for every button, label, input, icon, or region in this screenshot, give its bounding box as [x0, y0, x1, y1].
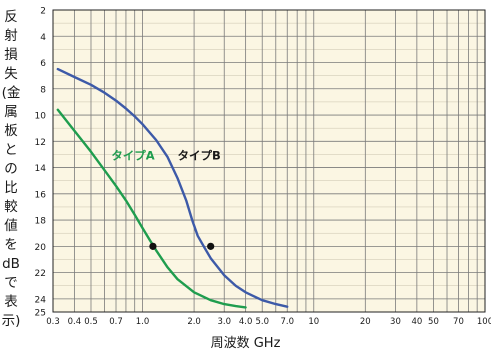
y-tick-label: 18 [35, 217, 47, 227]
y-tick-label: 22 [35, 269, 46, 279]
x-tick-label: 40 [411, 317, 422, 327]
x-tick-label: 30 [390, 317, 401, 327]
x-tick-label: 0.7 [109, 317, 123, 327]
x-tick-label: 2.0 [187, 317, 201, 327]
x-tick-label: 50 [428, 317, 439, 327]
grid-lines [52, 9, 486, 313]
y-tick-label: 16 [35, 190, 47, 200]
y-tick-label: 20 [35, 243, 47, 253]
x-tick-label: 7.0 [280, 317, 294, 327]
x-tick-label: 70 [453, 317, 464, 327]
series-labels: タイプA タイプB [111, 149, 220, 163]
data-point-marker [149, 242, 157, 250]
x-tick-label: 3.0 [217, 317, 231, 327]
y-tick-label: 10 [35, 112, 47, 122]
x-tick-label: 10 [308, 317, 319, 327]
x-tick-label: 4.0 [239, 317, 253, 327]
plot-border [52, 9, 486, 313]
x-tick-label: 0.4 [68, 317, 82, 327]
y-tick-label: 2 [40, 7, 46, 17]
data-markers [149, 242, 215, 250]
x-tick-label: 5.0 [255, 317, 269, 327]
x-tick-label: 20 [360, 317, 371, 327]
series-line [56, 108, 247, 309]
series-lines [56, 67, 289, 309]
x-tick-labels: 0.3 0.4 0.5 0.7 1.0 2.0 3.0 4.0 5.0 7.0 10 20 30 40 50… [46, 317, 491, 327]
series-label: タイプB [177, 149, 220, 163]
y-tick-label: 6 [40, 59, 46, 69]
y-axis-label: 反射損失(金属板との比較値をdBで表示) [1, 9, 21, 329]
plot-area [53, 10, 485, 312]
y-tick-label: 8 [40, 85, 46, 95]
x-tick-label: 1.0 [136, 317, 150, 327]
x-tick-label: 0.3 [46, 317, 60, 327]
series-line [56, 67, 289, 308]
y-tick-label: 25 [35, 309, 46, 319]
x-axis-label: 周波数 GHz [210, 336, 281, 351]
y-tick-label: 24 [35, 295, 47, 305]
x-tick-label: 0.5 [84, 317, 98, 327]
data-point-marker [207, 242, 215, 250]
series-label: タイプA [111, 149, 154, 163]
x-tick-label: 100 [477, 317, 491, 327]
y-tick-label: 14 [35, 164, 47, 174]
y-tick-label: 4 [40, 33, 46, 43]
y-tick-label: 12 [35, 138, 46, 148]
